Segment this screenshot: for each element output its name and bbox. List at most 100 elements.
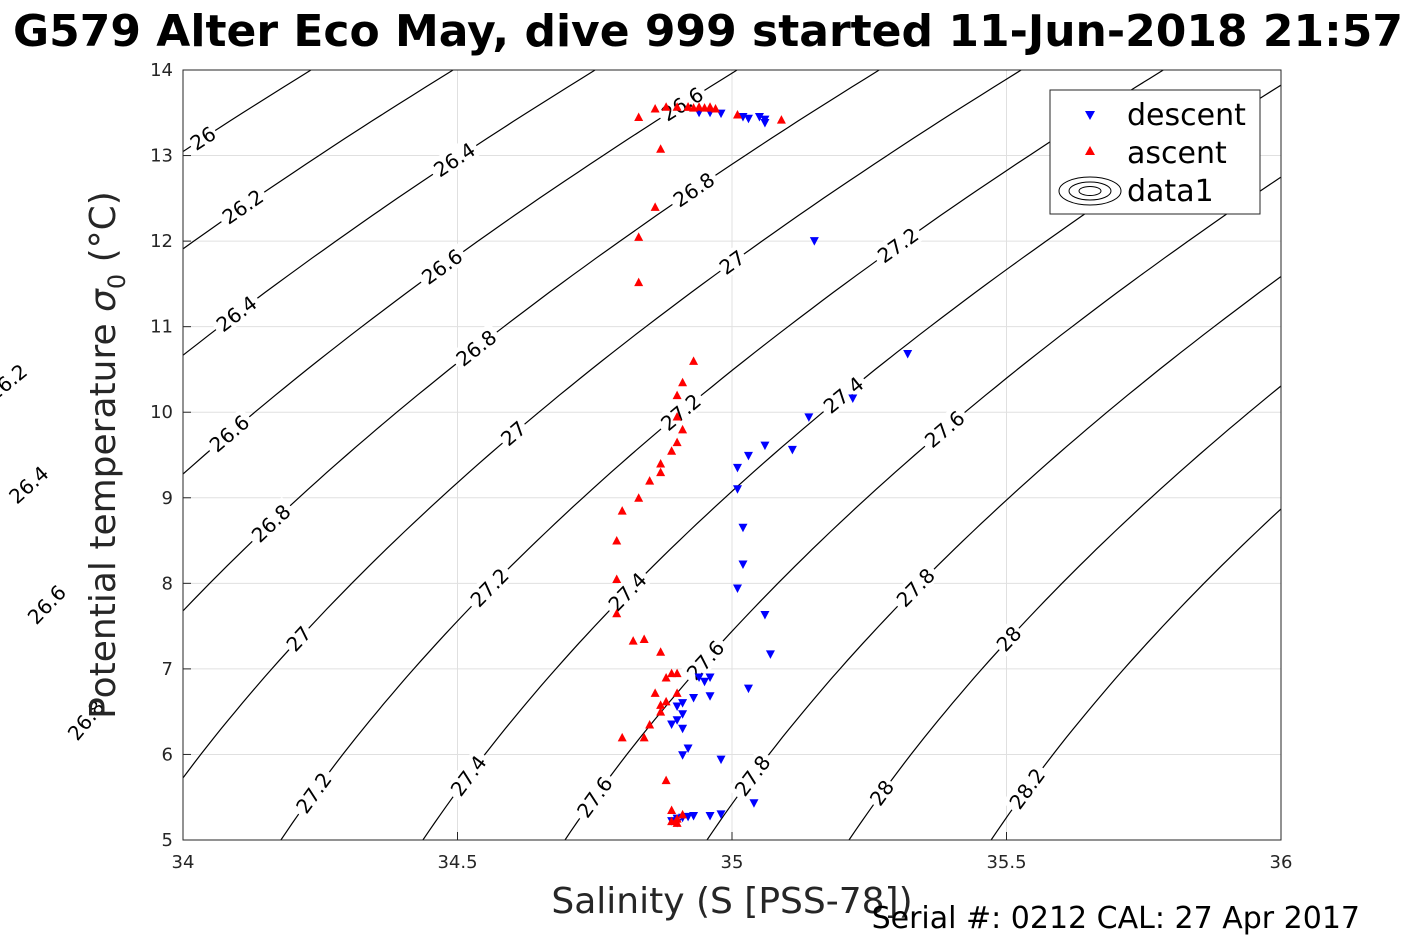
ascent-point [667,446,677,455]
ascent-point [672,102,682,111]
y-tick-label: 6 [162,744,173,765]
descent-point [689,693,699,703]
ascent-point [689,103,699,112]
ascent-point [656,467,666,477]
descent-point [765,650,775,659]
descent-point [678,751,688,760]
y-tick-label: 13 [150,146,173,167]
contour-label-gap [917,403,971,454]
contour-label-gap [1002,760,1051,816]
descent-point [716,810,726,819]
y-axis-label-subscript: 0 [103,274,131,289]
ascent-point [694,102,704,111]
contour-label-gap [208,288,264,338]
ascent-point [634,112,644,122]
legend-descent-marker [1085,111,1095,120]
descent-point [732,584,742,593]
x-tick-label: 35 [721,852,744,873]
x-tick-label: 35.5 [986,852,1026,873]
contour-label-gap [654,80,710,127]
contour-line-27.8 [706,275,1281,840]
ascent-point [612,574,622,584]
contour-label-gap [869,220,925,269]
descent-point [738,560,748,570]
descent-point [705,673,715,682]
ascent-point [683,102,693,111]
ascent-point [672,814,682,823]
ascent-point [650,202,660,211]
descent-point [672,716,682,725]
ascent-point [650,104,660,113]
ascent-point [656,700,666,709]
descent-point [804,413,814,422]
descent-point [738,523,748,533]
contour-label-gap [443,747,493,803]
ascent-point [672,688,682,697]
contour-label-gap [888,560,942,614]
contour-label-gap [815,369,871,420]
contour-label-gap [280,620,316,657]
y-axis-label-unit: (°C) [83,191,124,274]
contour-line-28 [848,385,1281,840]
legend-data1-label: data1 [1127,174,1214,209]
ascent-point [732,109,742,119]
ascent-point [678,377,688,387]
ascent-point [656,459,666,468]
ascent-point [645,720,655,729]
ascent-point [612,536,622,545]
contour-line-26.8 [183,70,881,612]
ascent-point [661,775,671,785]
ascent-point [689,356,699,365]
x-axis-ticks: 34 34.5 35 35.5 36 [172,832,1293,873]
y-tick-label: 12 [150,231,173,252]
ascent-point [656,144,666,153]
contour-label-gap [494,415,532,451]
contour-line-27.6 [564,176,1281,840]
contour-label-gap [600,564,653,618]
descent-point [678,710,688,719]
contour-label-gap [713,244,750,280]
descent-point [716,755,726,765]
descent-point [694,673,704,682]
contour-label: 27.6 [569,769,619,825]
descent-point [683,744,693,753]
y-axis-label-text: Potential temperature [83,312,124,719]
ascent-point [661,672,671,682]
ascent-point [650,688,660,697]
contour-label-gap [426,135,482,183]
ascent-point [667,816,677,826]
descent-point [760,441,770,451]
ascent-point [634,493,644,502]
descent-point [903,350,913,359]
ascent-point [634,277,644,287]
contour-label: 27.6 [679,632,731,687]
contour-label-gap [665,165,722,213]
ascent-point [617,506,627,515]
legend-ascent-label: ascent [1127,136,1227,171]
descent-point [732,463,742,473]
x-tick-label: 36 [1270,852,1293,873]
y-axis-label: Potential temperature σ0 (°C) [83,191,131,719]
descent-point [678,724,688,734]
contour-line-26.6 [183,70,739,475]
descent-point [787,445,797,455]
contour-label-gap [201,407,256,459]
descent-point [754,113,764,122]
descent-point [667,720,677,729]
ascent-point [705,103,715,112]
ascent-point [776,115,786,124]
ascent-point [617,732,627,742]
contour-label-gap [863,774,899,811]
descent-point [672,702,682,712]
ascent-point [639,732,649,742]
descent-point [743,684,753,694]
ascent-point [656,647,666,656]
ascent-point [672,412,682,421]
y-axis-label-symbol: σ [83,288,124,312]
contour-line-26.2 [183,70,455,250]
chart-title: G579 Alter Eco May, dive 999 started 11-… [13,6,1403,57]
y-tick-label: 10 [150,402,173,423]
contour-label-gap [653,386,708,437]
ascent-point [628,636,638,645]
